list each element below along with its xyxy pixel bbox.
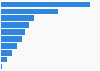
- Bar: [1, 43, 17, 49]
- Bar: [1, 64, 3, 69]
- Bar: [1, 29, 25, 35]
- Bar: [1, 36, 22, 42]
- Bar: [1, 50, 12, 56]
- Bar: [1, 15, 34, 21]
- Bar: [1, 22, 29, 28]
- Bar: [1, 9, 58, 14]
- Bar: [1, 2, 90, 7]
- Bar: [1, 57, 7, 62]
